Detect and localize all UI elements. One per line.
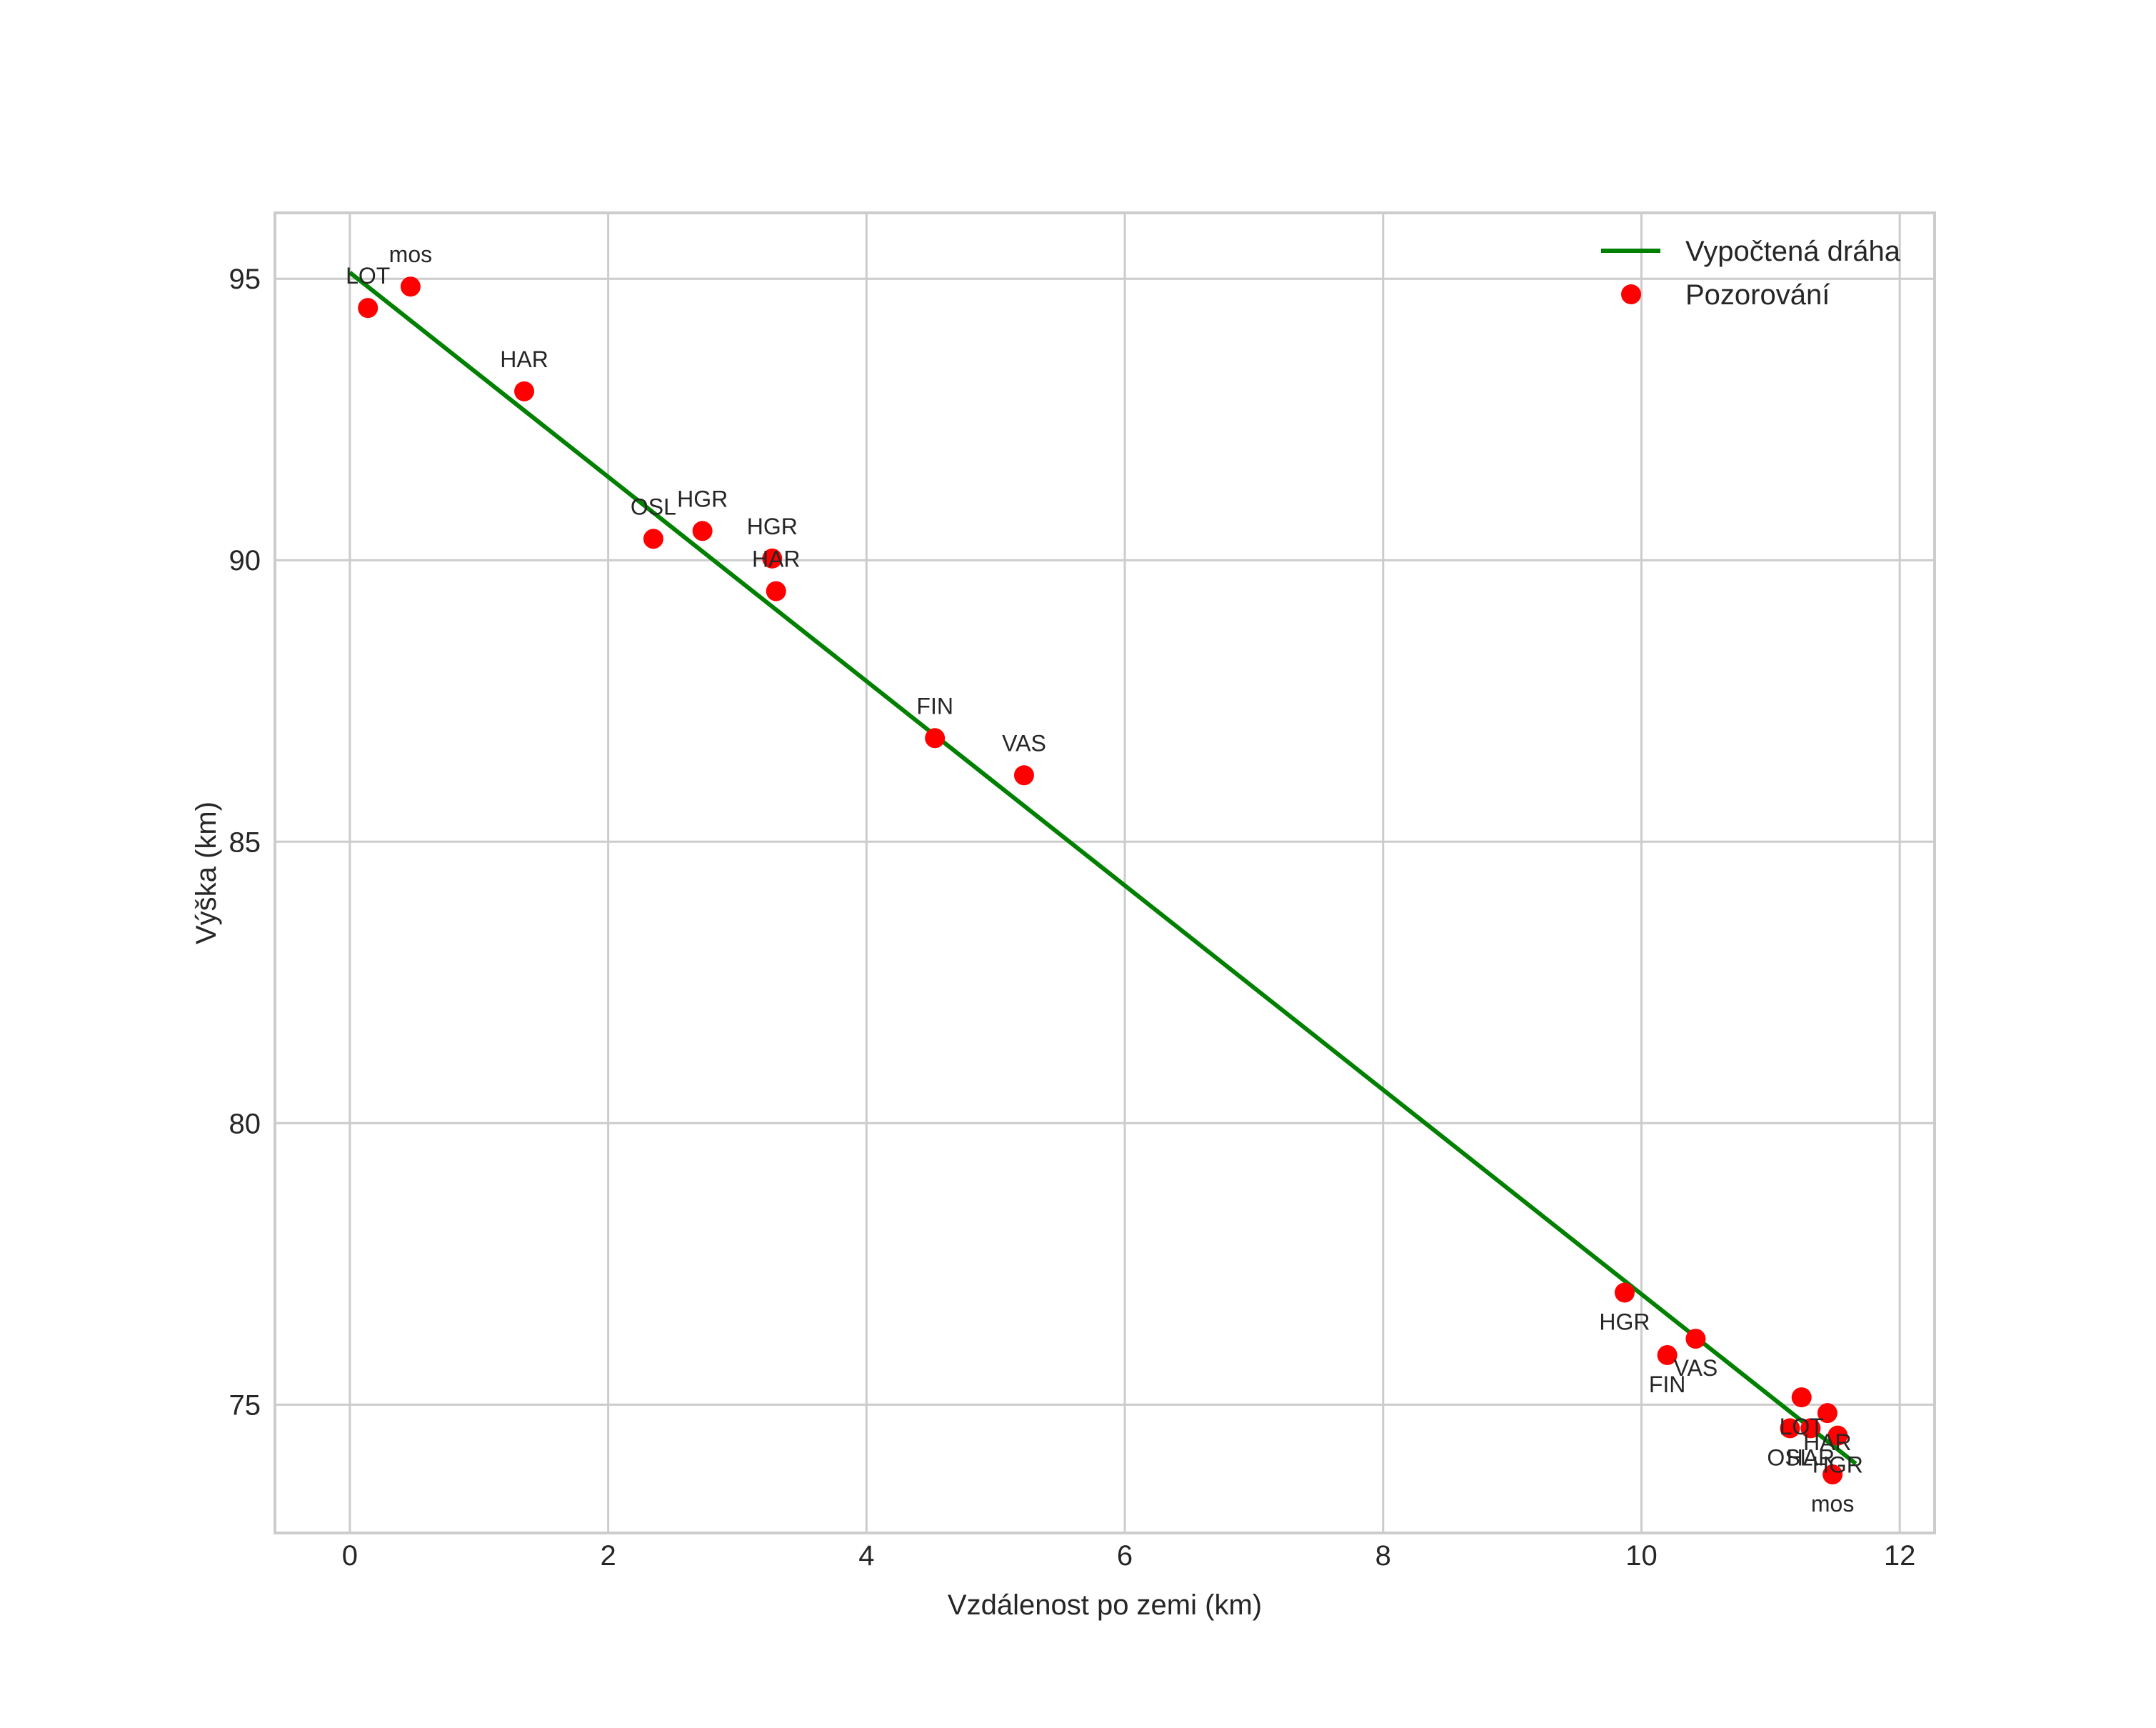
observation-label: HAR [752,546,801,572]
x-axis-ticks: 0 2 4 6 8 10 12 [342,1540,1916,1572]
observation-label: FIN [1649,1372,1686,1397]
observation-label: mos [389,241,432,267]
observation-label: VAS [1002,730,1046,756]
observation-point [1685,1329,1706,1349]
y-tick-label: 90 [229,545,261,576]
observation-point [1827,1425,1848,1446]
legend: Vypočtená dráha Pozorování [1601,236,1901,311]
y-tick-label: 85 [229,826,261,858]
observation-point [400,276,421,297]
observation-label: mos [1811,1491,1854,1517]
observation-point [1013,765,1034,786]
observation-label: HGR [747,514,798,539]
x-tick-label: 6 [1117,1540,1133,1572]
observation-label: LOT [346,263,390,289]
observation-label: OSL [631,494,676,519]
observation-label: VAS [1674,1355,1718,1381]
y-tick-label: 75 [229,1389,261,1421]
observation-point [1614,1282,1635,1303]
observation-label: HGR [677,486,728,511]
observation-label: HAR [500,346,548,372]
observation-point [925,728,946,749]
observation-point [762,548,783,569]
x-axis-label: Vzdálenost po zemi (km) [948,1589,1262,1621]
observation-point [766,581,786,601]
observation-point [692,521,713,541]
observation-label: HAR [1787,1444,1835,1470]
y-tick-label: 95 [229,264,261,295]
observation-point [1822,1464,1843,1485]
x-tick-label: 12 [1884,1540,1916,1572]
observation-label: OSL [1767,1444,1812,1470]
observation-point [358,298,378,319]
x-tick-label: 8 [1375,1540,1391,1572]
observation-label: HGR [1812,1452,1863,1478]
observation-point [1791,1387,1812,1408]
observation-label: FIN [916,693,953,719]
observation-point [1780,1418,1800,1439]
x-gridlines [349,213,1901,1533]
y-axis-label: Výška (km) [191,801,222,944]
legend-marker-swatch [1621,284,1641,304]
x-tick-label: 4 [858,1540,874,1572]
x-tick-label: 10 [1625,1540,1658,1572]
observation-label: HGR [1599,1309,1650,1334]
observation-point [1800,1418,1821,1439]
plot-frame [274,211,1936,1534]
y-gridlines [275,277,1935,1406]
observation-point [1657,1344,1678,1365]
legend-label-trajectory: Vypočtená dráha [1685,236,1901,267]
observation-point [514,381,535,401]
x-tick-label: 0 [342,1540,358,1572]
computed-trajectory-line [349,271,1857,1466]
observation-label: LOT [1780,1414,1824,1439]
y-tick-label: 80 [229,1108,261,1139]
observation-label: HAR [1803,1429,1852,1455]
observation-point [1817,1403,1837,1424]
y-axis-ticks: 75 80 85 90 95 [229,264,261,1421]
x-tick-label: 2 [600,1540,616,1572]
observation-points [358,276,1848,1485]
legend-label-observations: Pozorování [1685,279,1830,311]
observation-point [643,529,663,549]
